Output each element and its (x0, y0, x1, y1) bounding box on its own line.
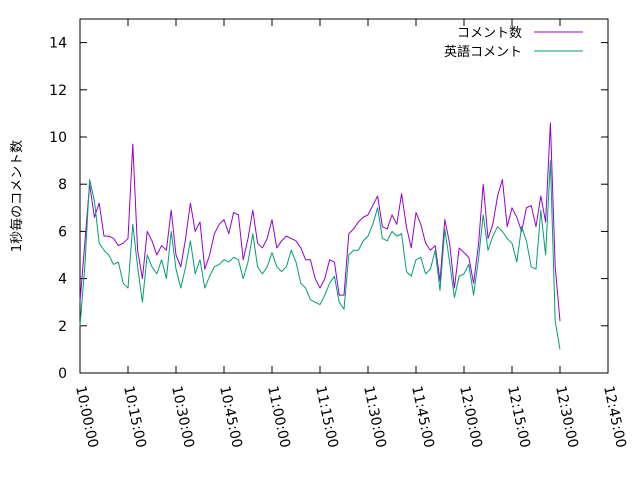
x-tick-label: 10:30:00 (168, 385, 197, 450)
series-line-1 (79, 122, 561, 322)
y-axis: 0 2 4 6 8 10 12 14 (49, 36, 608, 382)
plot-area (79, 18, 609, 374)
x-tick-label: 11:15:00 (312, 385, 341, 450)
y-tick-label: 8 (58, 177, 67, 193)
x-tick-label: 11:30:00 (360, 385, 389, 450)
y-tick-label: 12 (49, 83, 67, 99)
x-tick-label: 12:00:00 (456, 385, 485, 450)
x-tick-label: 10:45:00 (216, 385, 245, 450)
x-tick-label: 12:30:00 (552, 385, 581, 450)
x-tick-label: 10:00:00 (72, 385, 101, 450)
plot-frame (79, 18, 609, 374)
series-line-2 (79, 160, 561, 350)
x-tick-label: 10:15:00 (120, 385, 149, 450)
y-tick-label: 4 (58, 272, 67, 288)
legend-label: 英語コメント (444, 44, 522, 60)
x-tick-label: 12:45:00 (600, 385, 629, 450)
y-tick-label: 6 (58, 224, 67, 240)
y-tick-label: 2 (58, 319, 67, 335)
y-tick-label: 10 (49, 130, 67, 146)
x-tick-label: 12:15:00 (504, 385, 533, 450)
y-tick-label: 0 (58, 366, 67, 382)
x-tick-label: 11:00:00 (264, 385, 293, 450)
legend-label: コメント数 (457, 26, 522, 41)
y-axis-title: 1秒毎のコメント数 (9, 140, 25, 252)
x-tick-label: 11:45:00 (408, 385, 437, 450)
series-lines (79, 122, 561, 350)
x-axis: 10:00:00 10:15:00 10:30:00 10:45:00 11:00:00… (72, 19, 629, 449)
y-tick-label: 14 (49, 36, 67, 52)
